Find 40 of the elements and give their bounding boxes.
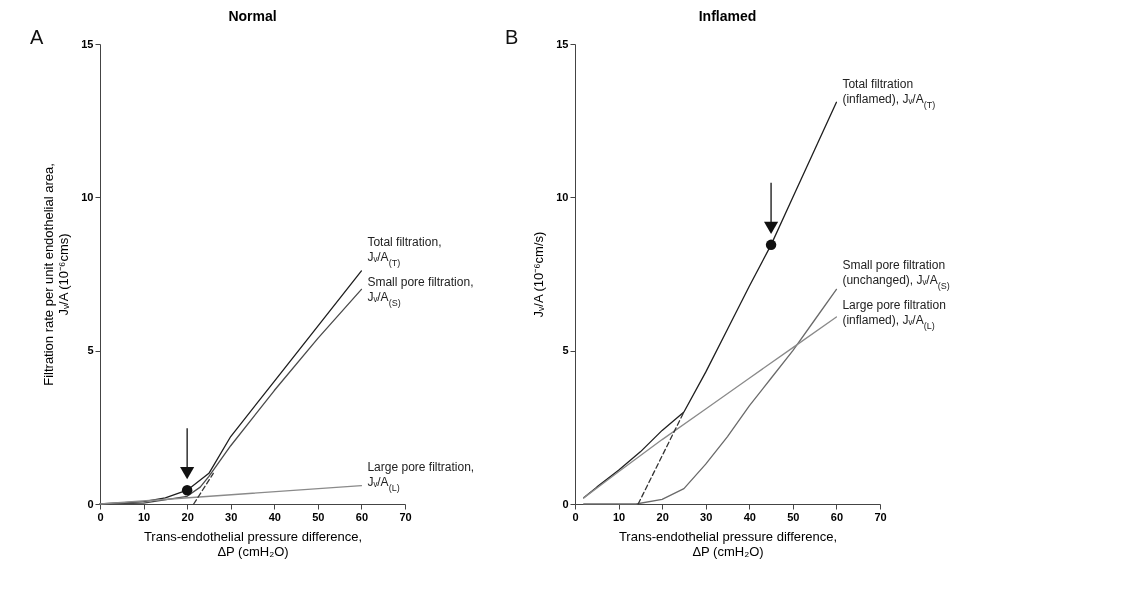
x-axis-title: Trans-endothelial pressure difference, ΔP (cmH₂O) (143, 528, 363, 559)
y-tick-label: 5 (87, 344, 94, 357)
x-tick-label: 50 (312, 510, 325, 523)
series-label: Small pore filtration, Jᵥ/A$_{(S)}$ (367, 274, 474, 308)
x-tick-label: 40 (743, 510, 756, 523)
x-tick-label: 20 (656, 510, 669, 523)
y-tick-label: 0 (87, 497, 94, 510)
x-tick-label: 30 (700, 510, 713, 523)
series-label: Total filtration (inflamed), Jᵥ/A$_{(T)}$ (842, 76, 936, 110)
x-tick-label: 0 (572, 510, 579, 523)
x-tick-label: 40 (268, 510, 281, 523)
y-tick-label: 15 (81, 37, 94, 50)
y-tick-label: 10 (81, 190, 94, 203)
x-tick-label: 10 (137, 510, 151, 523)
y-axis-title: Jᵥ/A (10⁻⁶cm/s) (531, 231, 547, 318)
y-tick-label: 10 (556, 190, 569, 203)
text: B (505, 26, 519, 48)
series-label: Total filtration, Jᵥ/A$_{(T)}$ (367, 234, 442, 268)
line-series (583, 316, 838, 499)
y-tick-label: 5 (562, 344, 569, 357)
x-tick-label: 20 (181, 510, 194, 523)
x-tick-label: 70 (399, 510, 412, 523)
x-tick-label: 10 (612, 510, 626, 523)
text: A (30, 26, 44, 48)
y-tick-label: 0 (562, 497, 569, 510)
x-tick-label: 60 (830, 510, 844, 523)
y-tick-label: 15 (556, 37, 569, 50)
x-tick-label: 70 (874, 510, 887, 523)
x-tick-label: 50 (787, 510, 800, 523)
x-tick-label: 0 (97, 510, 104, 523)
line-series (583, 288, 838, 505)
x-tick-label: 60 (355, 510, 369, 523)
series-label: Large pore filtration (inflamed), Jᵥ/A$_{(L)}$ (842, 297, 946, 331)
y-axis-title: Filtration rate per unit endothelial area, Jᵥ/A (10⁻⁶cms) (41, 163, 72, 386)
chart-title: Normal (228, 8, 277, 24)
series-label: Small pore filtration (unchanged), Jᵥ/A$_{(S)}$ (842, 257, 950, 291)
x-axis-title: Trans-endothelial pressure difference, ΔP (cmH₂O) (618, 528, 838, 559)
chart-title: Inflamed (698, 8, 757, 24)
x-tick-label: 30 (225, 510, 238, 523)
series-label: Large pore filtration, Jᵥ/A$_{(L)}$ (367, 460, 475, 494)
